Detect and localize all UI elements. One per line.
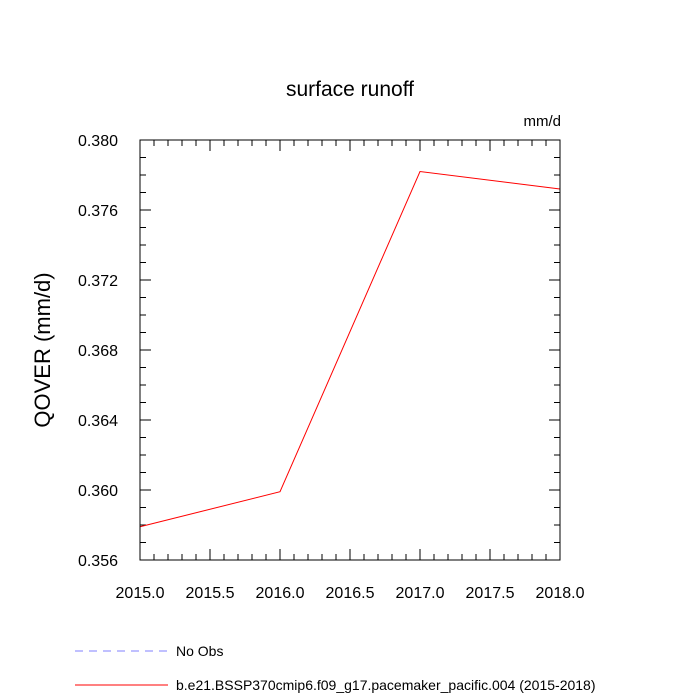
- series-line: [139, 170, 561, 528]
- chart-title: surface runoff: [286, 78, 414, 101]
- x-tick-label: 2016.5: [326, 585, 375, 602]
- x-tick-label: 2015.0: [116, 585, 165, 602]
- minor-ticks: [140, 140, 560, 560]
- y-tick-label: 0.356: [78, 553, 118, 570]
- legend: No Obs b.e21.BSSP370cmip6.f09_g17.pacema…: [75, 643, 596, 693]
- y-tick-label: 0.380: [78, 133, 118, 150]
- y-tick-label: 0.364: [78, 413, 118, 430]
- major-ticks: [139, 139, 561, 561]
- y-tick-label: 0.368: [78, 343, 118, 360]
- y-tick-label: 0.376: [78, 203, 118, 220]
- y-axis-label: QOVER (mm/d): [30, 272, 55, 427]
- x-tick-labels: 2015.0 2015.5 2016.0 2016.5 2017.0 2017.5 2018…: [116, 585, 585, 602]
- legend-label-no-obs: No Obs: [176, 643, 223, 659]
- units-label: mm/d: [524, 113, 562, 130]
- series-lines: [139, 170, 561, 528]
- y-tick-label: 0.360: [78, 483, 118, 500]
- x-tick-label: 2015.5: [186, 585, 235, 602]
- x-tick-label: 2016.0: [256, 585, 305, 602]
- x-tick-label: 2017.5: [466, 585, 515, 602]
- x-tick-label: 2018.0: [536, 585, 585, 602]
- x-tick-label: 2017.0: [396, 585, 445, 602]
- y-tick-label: 0.372: [78, 273, 118, 290]
- legend-label-model: b.e21.BSSP370cmip6.f09_g17.pacemaker_pac…: [176, 677, 596, 693]
- y-tick-labels: 0.356 0.360 0.364 0.368 0.372 0.376 0.380: [78, 133, 118, 570]
- plot-frame: [139, 139, 561, 561]
